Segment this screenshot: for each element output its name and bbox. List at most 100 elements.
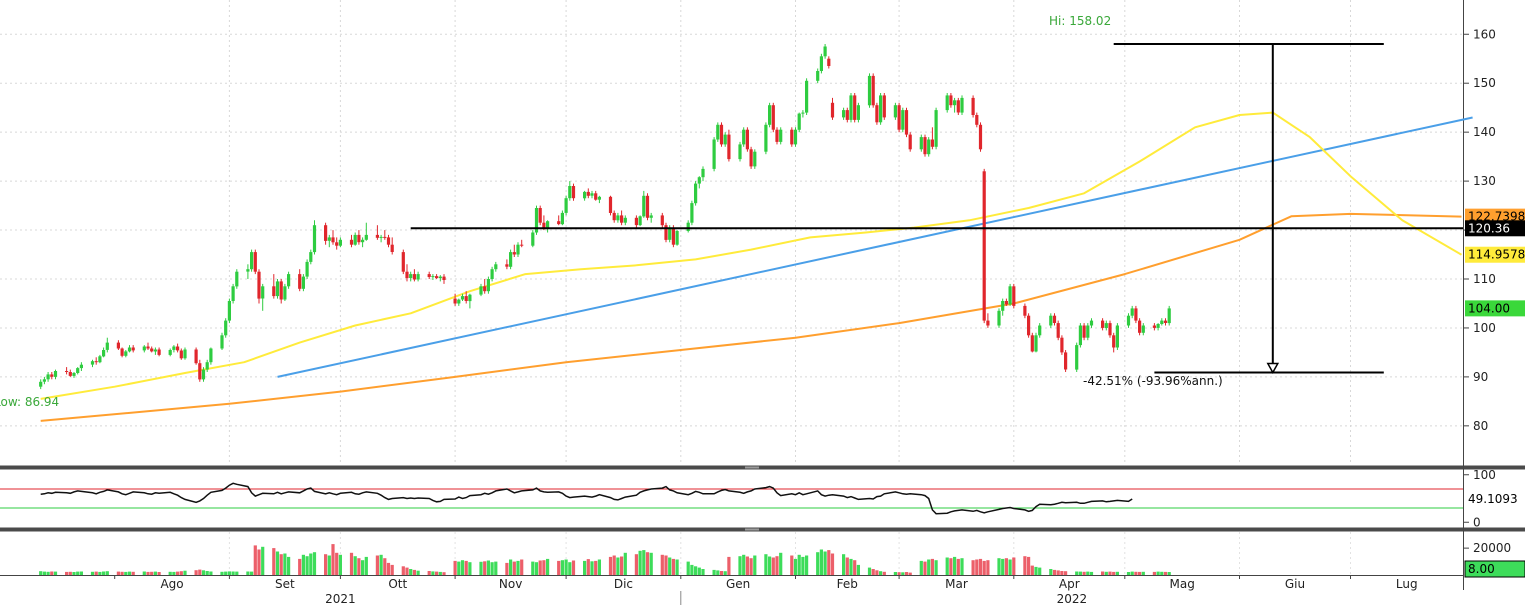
volume-bar [979,559,982,575]
candle [750,147,753,169]
year-label-2022: 2022 [1057,592,1088,606]
volume-bar [47,572,50,575]
volume-bar [1001,559,1004,575]
volume-bar [180,571,183,575]
x-month-label-Set: Set [275,577,295,591]
candle [1027,313,1030,337]
candle [1131,306,1134,318]
volume-bar [1090,572,1093,575]
volume-bar [646,552,649,575]
candle-body [1075,345,1078,370]
candle-body [143,347,146,351]
candle [50,372,53,379]
candle-body [801,113,804,114]
volume-bar [790,556,793,576]
candle-body [639,216,642,225]
volume-bar [106,571,109,575]
axis-badge-2-text: 114.9578 [1468,248,1525,262]
volume-bar [354,556,357,575]
volume-bar [561,560,564,575]
volume-bar [909,573,912,575]
separator-grip-2 [745,529,759,531]
candle [1053,313,1056,325]
volume-bar [805,556,808,576]
volume-bar [1027,557,1030,575]
volume-bar [509,560,512,576]
candle [479,284,482,296]
candle-body [598,197,601,200]
volume-bar [542,560,545,575]
candle-body [972,98,975,115]
candle-body [180,351,183,359]
candle [535,206,538,235]
candle-body [494,264,497,269]
candle [280,279,283,304]
candle-body [516,245,519,255]
candle [1034,333,1037,353]
candle [775,127,778,144]
candle [1112,333,1115,353]
volume-bar [206,571,209,575]
candle [1127,313,1130,328]
candle-body [287,274,290,286]
high-label: Hi: 158.02 [1049,14,1111,28]
candle [805,78,808,115]
candle-body [753,152,756,167]
volume-bar [431,571,434,575]
candle-body [1090,321,1093,326]
candle [868,73,871,107]
candle-body [979,125,982,150]
volume-bar [713,570,716,575]
candle-body [195,350,198,364]
candle-body [331,237,334,242]
candle-body [102,350,105,356]
candle [91,360,94,367]
candle [1009,284,1012,306]
candle-body [983,171,986,320]
candle-body [724,135,727,145]
candle-body [738,144,741,159]
candle [1075,343,1078,372]
candle-body [594,193,597,199]
volume-bar [639,551,642,575]
candle-body [276,281,279,296]
candle [154,348,157,355]
volume-bar [72,572,75,575]
candle [857,103,860,123]
volume-bar [313,552,316,575]
candle-body [54,371,57,377]
candle [898,103,901,132]
volume-bar [972,560,975,575]
volume-bar [935,560,938,575]
candle [43,377,46,384]
volume-bar [642,550,645,575]
candle-body [80,365,83,368]
candle [820,54,823,74]
candle [565,196,568,216]
volume-bar [635,554,638,575]
volume-bar [661,555,664,575]
volume-bar [676,560,679,576]
candle [1157,323,1160,330]
candle [391,237,394,254]
candle [935,108,938,150]
candle-body [487,279,490,291]
candle-body [1083,326,1086,338]
volume-bar [842,554,845,575]
candle [132,345,135,352]
candle [505,259,508,269]
candle-body [465,296,468,301]
candle [972,95,975,117]
candle [117,340,120,350]
volume-bar [302,555,305,575]
y-tick-label-110: 110 [1473,272,1496,286]
candle-body [1164,321,1167,323]
volume-bar [594,561,597,575]
y-axis: 8090100110120130140150160010020000122.73… [1463,27,1525,577]
candle-body [257,272,260,299]
volume-bar [1083,572,1086,575]
volume-bar [1160,572,1163,575]
volume-bar [824,552,827,576]
candle-body [661,215,664,225]
volume-bar [750,558,753,575]
